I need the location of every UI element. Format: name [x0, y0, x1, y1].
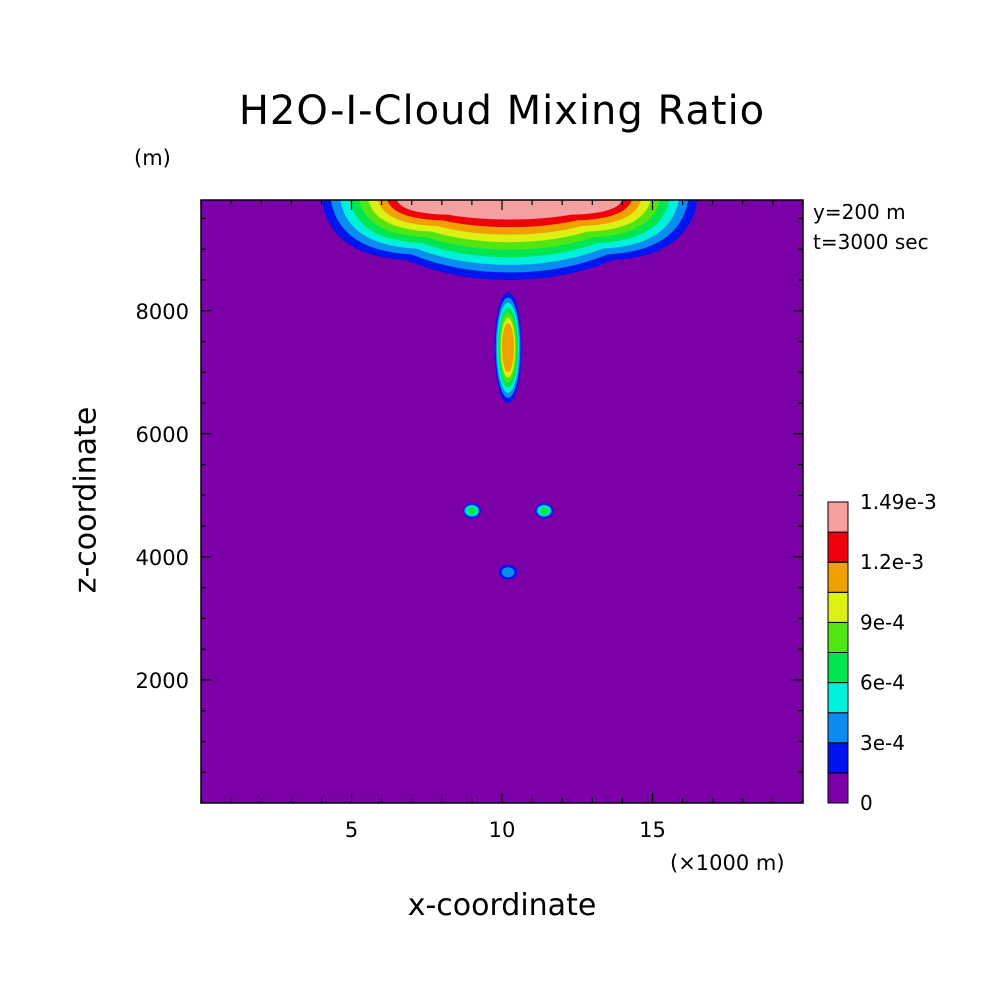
colorbar: 0 3e-4 6e-4 9e-4 1.2e-3 1.49e-3 — [827, 490, 937, 815]
x-axis-label: x-coordinate — [407, 888, 597, 923]
colorbar-swatch — [827, 712, 849, 744]
annotation-time: t=3000 sec — [813, 230, 929, 254]
contour-field — [321, 200, 698, 580]
annotation-y-position: y=200 m — [813, 200, 906, 224]
colorbar-swatch — [827, 652, 849, 684]
colorbar-label: 1.49e-3 — [860, 490, 937, 514]
chart-title: H2O-I-Cloud Mixing Ratio — [238, 88, 766, 134]
x-tick-label: 15 — [639, 818, 666, 842]
x-tick-label: 5 — [345, 818, 358, 842]
plot-background — [201, 200, 803, 803]
colorbar-label: 9e-4 — [860, 610, 905, 634]
lower-cell — [498, 565, 518, 580]
colorbar-label: 0 — [860, 791, 873, 815]
left-cell — [462, 503, 481, 518]
colorbar-swatch — [827, 561, 849, 593]
colorbar-label: 1.2e-3 — [860, 550, 924, 574]
x-tick-label: 10 — [489, 818, 516, 842]
colorbar-swatch — [827, 591, 849, 623]
y-axis-label: z-coordinate — [68, 406, 104, 594]
right-cell — [535, 503, 554, 518]
contour-level-2 — [501, 567, 515, 578]
colorbar-swatch — [827, 501, 849, 533]
x-axis-unit: (×1000 m) — [670, 851, 785, 875]
colorbar-label: 3e-4 — [860, 731, 905, 755]
y-tick-label: 6000 — [136, 423, 189, 447]
y-axis-unit: (m) — [134, 146, 171, 170]
colorbar-swatch — [827, 531, 849, 563]
central-column — [494, 292, 522, 404]
contour-level-7 — [502, 323, 515, 373]
contour-level-4 — [539, 506, 550, 515]
cloud-top-layer — [321, 200, 698, 280]
y-tick-label: 4000 — [136, 546, 189, 570]
y-tick-label: 8000 — [136, 300, 189, 324]
colorbar-swatch — [827, 772, 849, 804]
colorbar-swatch — [827, 742, 849, 774]
contour-level-9 — [396, 200, 623, 220]
y-tick-label: 2000 — [136, 669, 189, 693]
colorbar-swatch — [827, 621, 849, 654]
contour-level-4 — [466, 506, 477, 515]
colorbar-swatch — [827, 682, 849, 714]
colorbar-label: 6e-4 — [860, 671, 905, 695]
